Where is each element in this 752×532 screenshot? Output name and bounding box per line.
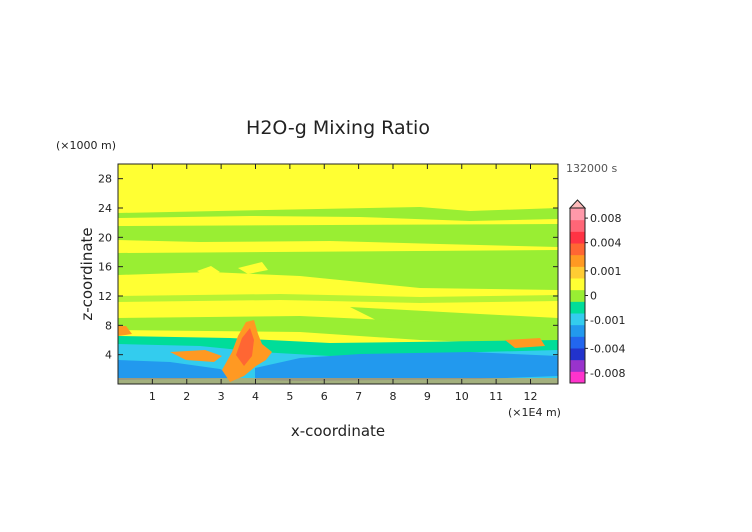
field-band — [197, 266, 220, 276]
plot-frame — [117, 163, 559, 385]
field-moist-plume — [505, 338, 545, 348]
colorbar-segment — [570, 336, 585, 349]
field-moist-plume — [118, 326, 132, 336]
x-tick-label: 4 — [252, 390, 259, 403]
colorbar-tick-label: -0.008 — [590, 367, 625, 380]
field-band — [118, 207, 558, 221]
field-band — [118, 294, 558, 303]
colorbar-segment — [570, 324, 585, 337]
field-dry-layer — [118, 360, 240, 380]
field-moist-plume-core — [236, 328, 254, 366]
x-unit-label: (×1E4 m) — [508, 406, 561, 419]
field-moist-plume — [170, 350, 222, 362]
chart-title: H2O-g Mixing Ratio — [246, 117, 430, 139]
colorbar-segment — [570, 254, 585, 267]
field-band — [238, 262, 268, 274]
x-tick-label: 8 — [390, 390, 397, 403]
colorbar-tick-label: 0.001 — [590, 265, 622, 278]
y-axis-ticks: 4 8 12 16 20 24 28 — [98, 173, 558, 362]
y-axis-label: z-coordinate — [78, 227, 96, 320]
x-tick-label: 12 — [524, 390, 538, 403]
field-band — [118, 316, 558, 345]
colorbar-segment — [570, 219, 585, 232]
time-label: 132000 s — [566, 162, 617, 175]
colorbar: 0.008 0.004 0.001 0 -0.001 -0.004 -0.008 — [568, 199, 625, 384]
colorbar-segment — [570, 359, 585, 372]
colorbar-tick-label: -0.001 — [590, 314, 625, 327]
field-band — [118, 250, 558, 290]
y-tick-label: 12 — [98, 290, 112, 303]
colorbar-segment — [570, 348, 585, 361]
colorbar-segment — [570, 208, 585, 221]
y-tick-label: 8 — [105, 319, 112, 332]
field-dry-layer — [255, 352, 558, 381]
x-tick-label: 5 — [286, 390, 293, 403]
plot-area — [118, 164, 558, 384]
y-tick-label: 16 — [98, 261, 112, 274]
colorbar-segment — [570, 266, 585, 279]
colorbar-segment — [570, 371, 585, 384]
colorbar-segment — [570, 231, 585, 244]
colorbar-extend-arrow — [568, 199, 587, 209]
x-tick-label: 9 — [424, 390, 431, 403]
colorbar-tick-label: 0 — [590, 290, 597, 303]
colorbar-segment — [570, 301, 585, 314]
y-tick-label: 4 — [105, 349, 112, 362]
x-tick-label: 6 — [321, 390, 328, 403]
x-axis-ticks: 1 2 3 4 5 6 7 8 9 10 11 12 — [149, 164, 538, 403]
y-unit-label: (×1000 m) — [56, 139, 116, 152]
colorbar-tick-label: 0.008 — [590, 212, 622, 225]
colorbar-segment — [570, 289, 585, 302]
y-tick-label: 28 — [98, 173, 112, 186]
colorbar-tick-label: -0.004 — [590, 342, 625, 355]
x-tick-label: 10 — [455, 390, 469, 403]
x-tick-label: 3 — [218, 390, 225, 403]
x-axis-label: x-coordinate — [291, 422, 385, 440]
x-tick-label: 11 — [489, 390, 503, 403]
field-band — [118, 378, 558, 384]
colorbar-segment — [570, 313, 585, 326]
colorbar-segment — [570, 243, 585, 256]
y-tick-label: 24 — [98, 202, 112, 215]
colorbar-segment — [570, 278, 585, 291]
colorbar-tick-label: 0.004 — [590, 237, 622, 250]
x-tick-label: 2 — [183, 390, 190, 403]
x-tick-label: 1 — [149, 390, 156, 403]
field-band — [118, 224, 558, 247]
x-tick-label: 7 — [355, 390, 362, 403]
y-tick-label: 20 — [98, 231, 112, 244]
